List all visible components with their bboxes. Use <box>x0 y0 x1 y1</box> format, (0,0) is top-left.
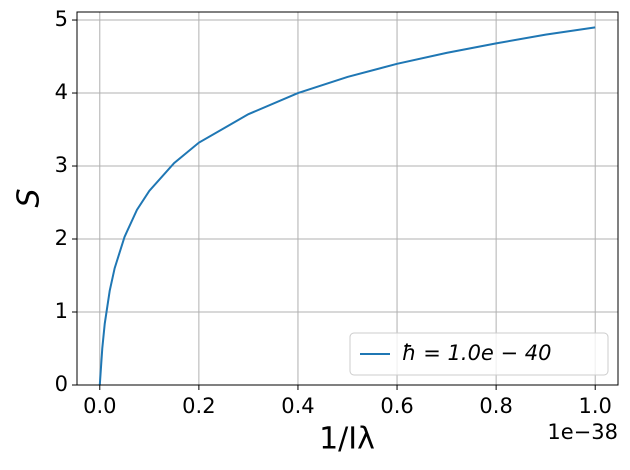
x-tick-label: 0.8 <box>479 394 512 418</box>
y-tick-label: 5 <box>55 7 68 31</box>
y-tick-label: 0 <box>55 372 68 396</box>
plot-frame <box>76 11 619 386</box>
y-tick-label: 3 <box>55 153 68 177</box>
y-tick-label: 2 <box>55 226 68 250</box>
y-axis-label: S <box>12 188 47 207</box>
legend-label: ħ = 1.0e − 40 <box>402 341 552 365</box>
x-tick-label: 0.6 <box>380 394 413 418</box>
x-axis-label: 1/Iλ <box>319 422 375 457</box>
x-tick-label: 0.0 <box>83 394 116 418</box>
line <box>98 26 596 386</box>
x-offset-label: 1e−38 <box>547 420 618 444</box>
legend: ħ = 1.0e − 40 <box>349 332 609 376</box>
y-tick-label: 1 <box>55 299 68 323</box>
x-tick-label: 0.4 <box>281 394 314 418</box>
x-tick-label: 1.0 <box>579 394 612 418</box>
x-tick-label: 0.2 <box>182 394 215 418</box>
y-tick-label: 4 <box>55 80 68 104</box>
legend-box <box>349 332 609 376</box>
